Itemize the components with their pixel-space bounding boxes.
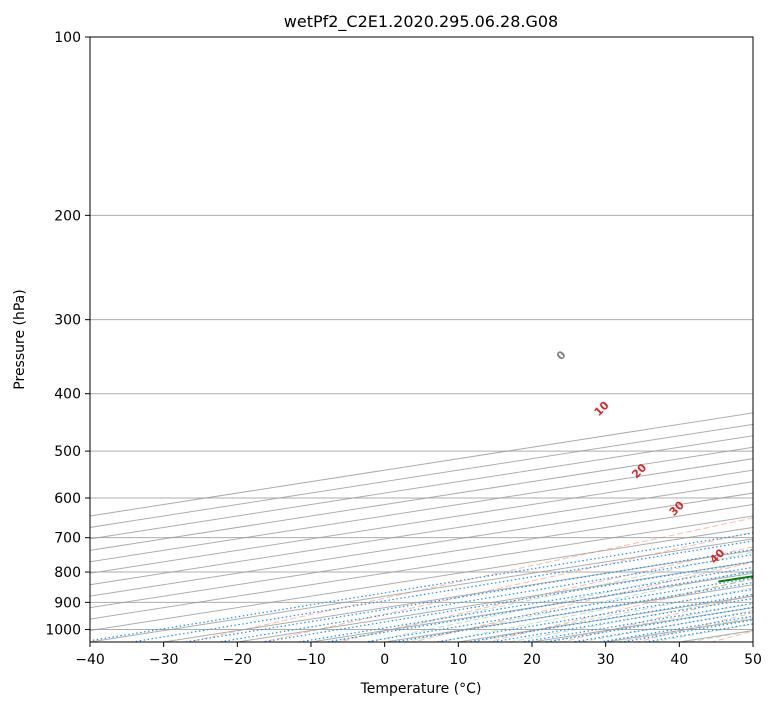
moist-adiabat xyxy=(616,616,753,642)
mixing-ratio-line xyxy=(522,602,753,642)
x-tick-label: 10 xyxy=(449,652,467,668)
x-tick-label: 40 xyxy=(670,652,688,668)
mixing-ratio-line xyxy=(185,548,753,642)
mixing-ratio-line xyxy=(365,577,753,642)
isotherm-line xyxy=(90,538,753,642)
x-tick-label: 50 xyxy=(744,652,762,668)
isotherm-line xyxy=(90,435,753,540)
isotherm-line xyxy=(90,515,753,620)
dry-adiabat xyxy=(188,517,753,642)
isotherm-line xyxy=(90,412,753,517)
mixing-ratio-line xyxy=(299,566,753,642)
y-tick-label: 1000 xyxy=(45,622,81,638)
y-tick-label: 800 xyxy=(54,565,81,581)
dry-adiabat xyxy=(636,612,753,642)
dry-adiabat xyxy=(338,546,753,642)
x-tick-label: −10 xyxy=(296,652,326,668)
moist-adiabat-label: 0 xyxy=(554,348,569,363)
mixing-ratio-line xyxy=(572,611,753,642)
isotherm-line xyxy=(163,549,753,642)
mixing-ratio-line xyxy=(436,588,753,642)
x-tick-label: 0 xyxy=(380,652,389,668)
moist-adiabat xyxy=(544,602,753,642)
y-tick-label: 400 xyxy=(54,387,81,403)
y-tick-label: 600 xyxy=(54,491,81,507)
isotherm-line xyxy=(90,469,753,574)
plot-frame xyxy=(89,36,754,643)
isotherm-line xyxy=(90,504,753,609)
mixing-ratio-line xyxy=(90,532,753,642)
isotherm-line xyxy=(90,423,753,528)
isotherm-line xyxy=(90,481,753,586)
x-axis-label: Temperature (°C) xyxy=(360,681,482,697)
x-tick-label: −30 xyxy=(149,652,179,668)
y-tick-label: 200 xyxy=(54,208,81,224)
x-tick-label: −20 xyxy=(223,652,253,668)
moist-adiabat-label: 10 xyxy=(592,399,612,419)
mixing-ratio-line xyxy=(325,571,753,642)
y-axis-label: Pressure (hPa) xyxy=(12,289,28,389)
isotherm-line xyxy=(90,446,753,551)
y-tick-label: 100 xyxy=(54,30,81,46)
isotherm-line xyxy=(237,561,753,642)
mixing-ratio-line xyxy=(467,593,753,642)
isotherm-line xyxy=(752,641,753,642)
isotherm-line xyxy=(90,458,753,563)
chart-title: wetPf2_C2E1.2020.295.06.28.G08 xyxy=(284,12,558,32)
x-tick-label: −40 xyxy=(75,652,105,668)
dewpoint-profile-line xyxy=(718,575,753,583)
moist-adiabat xyxy=(473,587,753,642)
mixing-ratio-line xyxy=(645,623,753,642)
moist-adiabat xyxy=(331,551,753,642)
moist-adiabat-label: 40 xyxy=(707,546,727,566)
isotherm-line xyxy=(90,526,753,632)
background-guide-lines xyxy=(90,37,753,642)
y-tick-label: 300 xyxy=(54,313,81,329)
y-tick-label: 500 xyxy=(54,444,81,460)
dry-adiabat xyxy=(263,531,753,642)
isotherm-line xyxy=(679,630,753,642)
axes: −40 −30 −20 −10 0 10 20 30 40 5010020030040050060… xyxy=(45,30,762,668)
isotherm-line xyxy=(90,492,753,597)
x-tick-label: 20 xyxy=(523,652,541,668)
sounding-profiles xyxy=(718,575,753,583)
moist-adiabat xyxy=(403,569,753,642)
moist-adiabat xyxy=(438,578,753,642)
y-tick-label: 900 xyxy=(54,595,81,611)
y-tick-label: 700 xyxy=(54,531,81,547)
x-tick-label: 30 xyxy=(597,652,615,668)
isotherm-line xyxy=(458,595,753,642)
